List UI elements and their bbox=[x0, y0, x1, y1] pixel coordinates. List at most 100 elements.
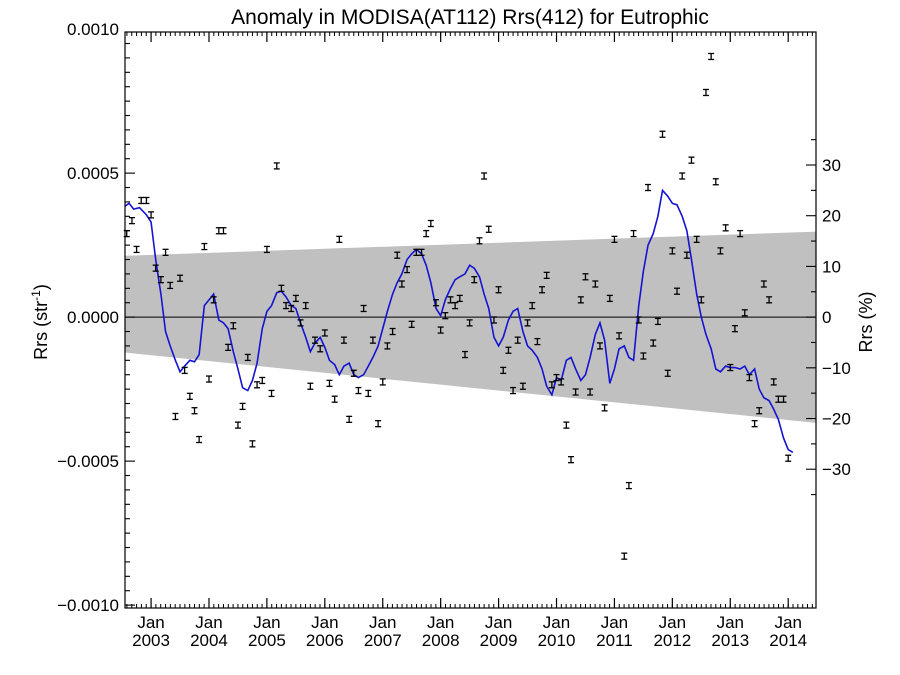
data-point bbox=[780, 395, 787, 403]
data-point bbox=[534, 337, 541, 346]
x-tick-label-month: Jan bbox=[253, 613, 280, 632]
left-y-axis-label-exponent: -1 bbox=[29, 290, 43, 301]
data-point bbox=[394, 251, 401, 259]
data-point bbox=[476, 237, 483, 245]
x-tick-label-year: 2012 bbox=[653, 631, 691, 650]
data-point bbox=[785, 454, 792, 462]
data-point bbox=[340, 336, 347, 344]
data-point bbox=[133, 245, 140, 254]
data-point bbox=[249, 440, 256, 448]
x-tick-label-month: Jan bbox=[659, 613, 686, 632]
data-point bbox=[346, 415, 353, 424]
data-point bbox=[495, 286, 502, 294]
y-right-tick-label: 10 bbox=[822, 257, 841, 276]
y-left-tick-label: 0.0005 bbox=[67, 164, 119, 183]
data-point bbox=[369, 336, 376, 344]
data-point bbox=[679, 172, 686, 180]
data-point bbox=[524, 319, 531, 327]
y-left-tick-label: 0.0000 bbox=[67, 308, 119, 327]
y-right-tick-label: 20 bbox=[822, 207, 841, 226]
data-point bbox=[616, 332, 623, 340]
x-tick-label-year: 2004 bbox=[190, 631, 228, 650]
data-point bbox=[669, 247, 676, 255]
data-point bbox=[148, 211, 155, 219]
data-point bbox=[408, 320, 415, 328]
data-point bbox=[437, 326, 444, 334]
data-point bbox=[640, 352, 647, 360]
data-point bbox=[225, 343, 232, 352]
data-point bbox=[712, 178, 719, 186]
x-tick-label-year: 2010 bbox=[538, 631, 576, 650]
data-point bbox=[427, 219, 434, 228]
data-point bbox=[558, 378, 565, 386]
data-point bbox=[577, 296, 584, 304]
data-point bbox=[326, 379, 333, 388]
data-point bbox=[375, 420, 382, 428]
x-tick-label-year: 2013 bbox=[711, 631, 749, 650]
x-tick-label-month: Jan bbox=[137, 613, 164, 632]
data-point bbox=[263, 245, 270, 254]
chart-title: Anomaly in MODISA(AT112) Rrs(412) for Eu… bbox=[231, 6, 709, 29]
data-point bbox=[693, 235, 700, 244]
data-point bbox=[461, 350, 468, 359]
data-point bbox=[254, 381, 261, 389]
x-tick-label-year: 2005 bbox=[248, 631, 286, 650]
data-point bbox=[143, 196, 150, 205]
data-point bbox=[297, 319, 304, 327]
x-tick-label-month: Jan bbox=[774, 613, 801, 632]
left-y-axis-label-main: Rrs (str bbox=[31, 301, 51, 360]
data-point bbox=[379, 378, 386, 386]
data-point bbox=[466, 319, 473, 327]
data-point bbox=[702, 88, 709, 97]
data-point bbox=[456, 294, 463, 303]
right-y-axis-ticks: −30 −20 −10 0 10 20 30 bbox=[806, 139, 851, 496]
data-point bbox=[234, 421, 241, 429]
data-point bbox=[210, 296, 217, 304]
data-point bbox=[548, 381, 555, 389]
data-point bbox=[770, 378, 777, 386]
data-point bbox=[621, 552, 628, 560]
data-point bbox=[683, 251, 690, 259]
data-point bbox=[606, 294, 613, 303]
data-point bbox=[273, 162, 280, 170]
data-point bbox=[654, 317, 661, 326]
data-point bbox=[582, 273, 589, 281]
data-point bbox=[611, 235, 618, 244]
data-point bbox=[688, 156, 695, 164]
data-point bbox=[215, 227, 222, 235]
monthly-points-layer bbox=[123, 52, 792, 560]
x-tick-label-year: 2014 bbox=[769, 631, 807, 650]
uncertainty-band bbox=[125, 231, 816, 423]
data-point bbox=[138, 196, 145, 205]
data-point bbox=[650, 339, 657, 347]
plot-frame bbox=[124, 31, 817, 609]
data-point bbox=[490, 316, 497, 324]
x-tick-label-month: Jan bbox=[311, 613, 338, 632]
smoothed-line-layer bbox=[124, 188, 794, 454]
data-point bbox=[592, 280, 599, 288]
data-point bbox=[350, 369, 357, 377]
data-point bbox=[418, 248, 425, 256]
data-point bbox=[360, 304, 367, 313]
data-point bbox=[737, 229, 744, 238]
y-right-tick-label: −30 bbox=[822, 460, 851, 479]
x-tick-label-month: Jan bbox=[369, 613, 396, 632]
data-point bbox=[321, 329, 328, 337]
data-point bbox=[220, 227, 227, 235]
data-point bbox=[553, 373, 560, 382]
data-point bbox=[698, 296, 705, 304]
data-point bbox=[283, 301, 290, 310]
data-point bbox=[572, 388, 579, 396]
data-point bbox=[186, 392, 193, 400]
data-point bbox=[563, 421, 570, 429]
x-tick-label-year: 2003 bbox=[132, 631, 170, 650]
data-point bbox=[766, 296, 773, 304]
uncertainty-band-layer bbox=[125, 231, 816, 423]
data-point bbox=[268, 389, 275, 398]
data-point bbox=[292, 294, 299, 303]
data-point bbox=[239, 402, 246, 411]
data-point bbox=[543, 271, 550, 280]
data-point bbox=[625, 481, 632, 490]
smoothed-anomaly-line bbox=[124, 188, 794, 454]
data-point bbox=[288, 304, 295, 313]
